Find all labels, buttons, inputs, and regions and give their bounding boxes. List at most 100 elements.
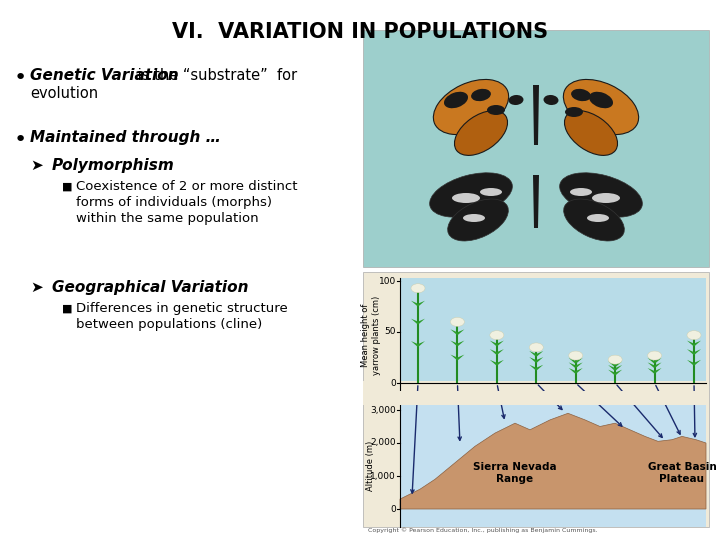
Text: Geographical Variation: Geographical Variation [52,280,248,295]
Polygon shape [533,175,539,228]
Text: is the “substrate”  for: is the “substrate” for [133,68,297,83]
Ellipse shape [569,351,582,360]
Text: ➤: ➤ [30,280,42,295]
Text: 1,000: 1,000 [370,471,396,481]
Polygon shape [451,329,457,335]
Polygon shape [497,360,504,366]
Bar [400,383,706,393]
Ellipse shape [564,111,618,156]
Ellipse shape [487,105,505,115]
Text: 3,000: 3,000 [370,406,396,415]
Text: Mean height of
yarrow plants (cm): Mean height of yarrow plants (cm) [361,296,381,375]
Ellipse shape [544,95,559,105]
Polygon shape [569,362,576,368]
Ellipse shape [565,107,583,117]
Text: •: • [14,130,27,150]
Ellipse shape [608,355,622,364]
Polygon shape [694,349,701,355]
Text: 2,000: 2,000 [370,438,396,448]
Ellipse shape [463,214,485,222]
Polygon shape [694,360,701,366]
Ellipse shape [687,330,701,340]
Polygon shape [647,362,654,368]
Text: Altitude (m): Altitude (m) [366,441,376,491]
Polygon shape [457,329,464,335]
Ellipse shape [430,173,513,217]
Polygon shape [529,351,536,357]
Polygon shape [418,341,425,347]
Ellipse shape [480,188,502,196]
Bar [400,405,706,527]
Polygon shape [411,301,418,307]
Polygon shape [576,358,582,364]
Polygon shape [615,361,622,367]
Polygon shape [569,368,576,374]
Ellipse shape [563,79,639,134]
Bar [363,30,709,267]
Text: 100: 100 [379,276,396,286]
Text: Great Basin
Plateau: Great Basin Plateau [647,462,716,483]
Polygon shape [400,413,706,509]
Text: Copyright © Pearson Education, Inc., publishing as Benjamin Cummings.: Copyright © Pearson Education, Inc., pub… [368,528,598,533]
Polygon shape [647,368,654,374]
Polygon shape [576,368,582,374]
Polygon shape [569,358,576,364]
Polygon shape [490,360,497,366]
Polygon shape [536,351,544,357]
Polygon shape [608,361,615,367]
Text: ➤: ➤ [30,158,42,173]
Polygon shape [497,341,504,347]
Polygon shape [533,85,539,145]
Text: Differences in genetic structure: Differences in genetic structure [76,302,288,315]
Polygon shape [490,349,497,355]
Polygon shape [687,341,694,347]
Polygon shape [654,362,662,368]
Polygon shape [694,341,701,347]
Ellipse shape [452,193,480,203]
Bar [363,381,709,393]
Polygon shape [451,355,457,361]
Text: Polymorphism: Polymorphism [52,158,175,173]
Bar [400,278,706,393]
Ellipse shape [490,330,504,340]
Text: Sierra Nevada
Range: Sierra Nevada Range [473,462,557,483]
Polygon shape [654,358,662,364]
Ellipse shape [448,199,508,241]
Text: Coexistence of 2 or more distinct: Coexistence of 2 or more distinct [76,180,297,193]
Polygon shape [490,341,497,347]
Ellipse shape [508,95,523,105]
Polygon shape [418,319,425,325]
Ellipse shape [559,173,642,217]
Polygon shape [418,301,425,307]
Polygon shape [457,341,464,347]
Polygon shape [411,341,418,347]
Polygon shape [411,319,418,325]
Ellipse shape [451,318,464,326]
Polygon shape [647,358,654,364]
Text: between populations (cline): between populations (cline) [76,318,262,331]
Polygon shape [608,365,615,371]
Polygon shape [654,368,662,374]
Ellipse shape [411,284,425,293]
Text: 0: 0 [390,379,396,388]
Text: Maintained through …: Maintained through … [30,130,221,145]
Ellipse shape [433,79,508,134]
Text: VI.  VARIATION IN POPULATIONS: VI. VARIATION IN POPULATIONS [172,22,548,42]
Ellipse shape [564,199,624,241]
Ellipse shape [570,188,592,196]
Ellipse shape [647,351,662,360]
Text: evolution: evolution [30,86,98,101]
Polygon shape [608,370,615,376]
Text: forms of individuals (morphs): forms of individuals (morphs) [76,196,272,209]
Polygon shape [576,362,582,368]
Ellipse shape [529,343,544,352]
Polygon shape [687,360,694,366]
Bar [363,272,709,527]
Text: •: • [14,68,27,88]
Polygon shape [615,365,622,371]
Polygon shape [529,357,536,363]
Text: within the same population: within the same population [76,212,258,225]
Ellipse shape [444,92,468,108]
Bar [363,391,709,405]
Ellipse shape [587,214,609,222]
